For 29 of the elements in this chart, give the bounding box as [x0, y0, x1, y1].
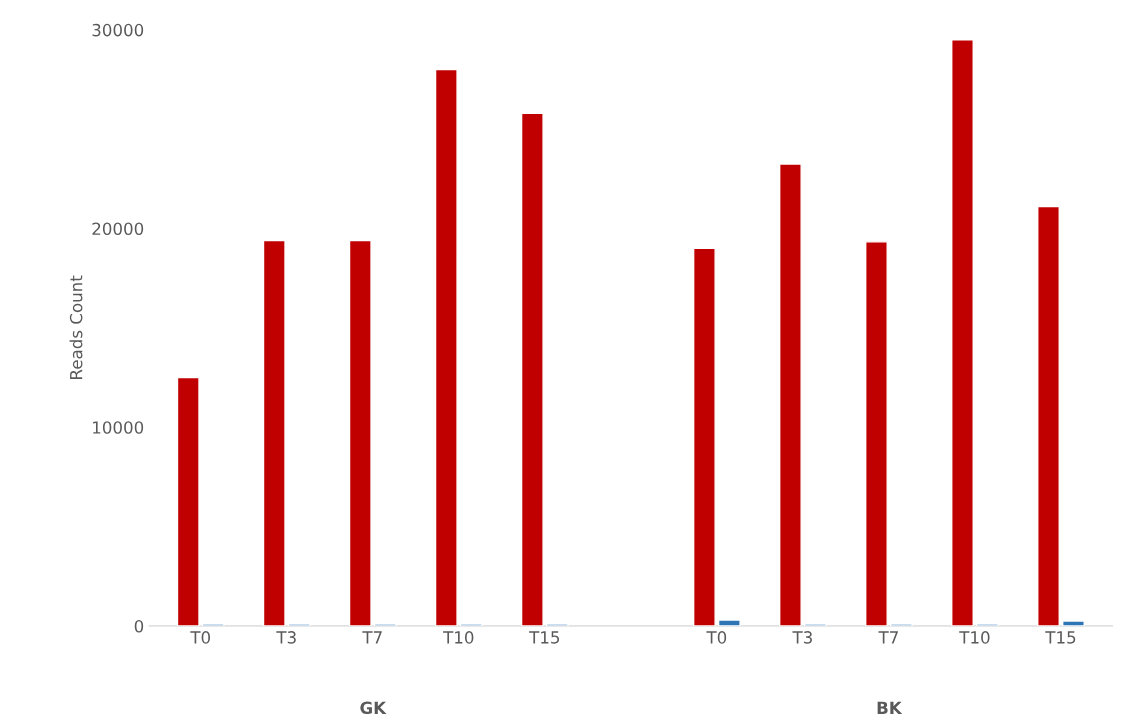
x-tick-label: T0 [190, 631, 211, 644]
x-tick-label: T7 [362, 631, 382, 644]
x-tick-label: T3 [792, 631, 812, 644]
bar [1037, 205, 1060, 626]
bar [1062, 620, 1085, 626]
bar [778, 163, 802, 626]
x-tick-label: T3 [276, 631, 296, 644]
x-tick-label: T10 [959, 631, 990, 644]
bar [520, 112, 544, 626]
y-tick-label: 10000 [93, 421, 144, 434]
bar [951, 39, 974, 626]
bar [434, 68, 458, 626]
y-axis-title: Reads Count [69, 275, 83, 379]
y-tick-label: 30000 [92, 23, 144, 37]
bar [176, 376, 200, 626]
bar [865, 241, 888, 626]
text: GK [360, 701, 387, 715]
bar [692, 247, 716, 626]
bar [348, 239, 372, 626]
x-tick-label: T15 [1045, 631, 1076, 644]
bar [262, 239, 286, 626]
y-tick-label: 20000 [92, 222, 144, 236]
text: BK [877, 701, 903, 714]
bar [717, 619, 741, 626]
y-tick-label: 0 [134, 619, 144, 633]
x-tick-label: T10 [443, 631, 474, 644]
x-tick-label: T0 [706, 631, 727, 644]
x-tick-label: T7 [878, 631, 898, 644]
x-tick-label: T15 [529, 631, 560, 644]
